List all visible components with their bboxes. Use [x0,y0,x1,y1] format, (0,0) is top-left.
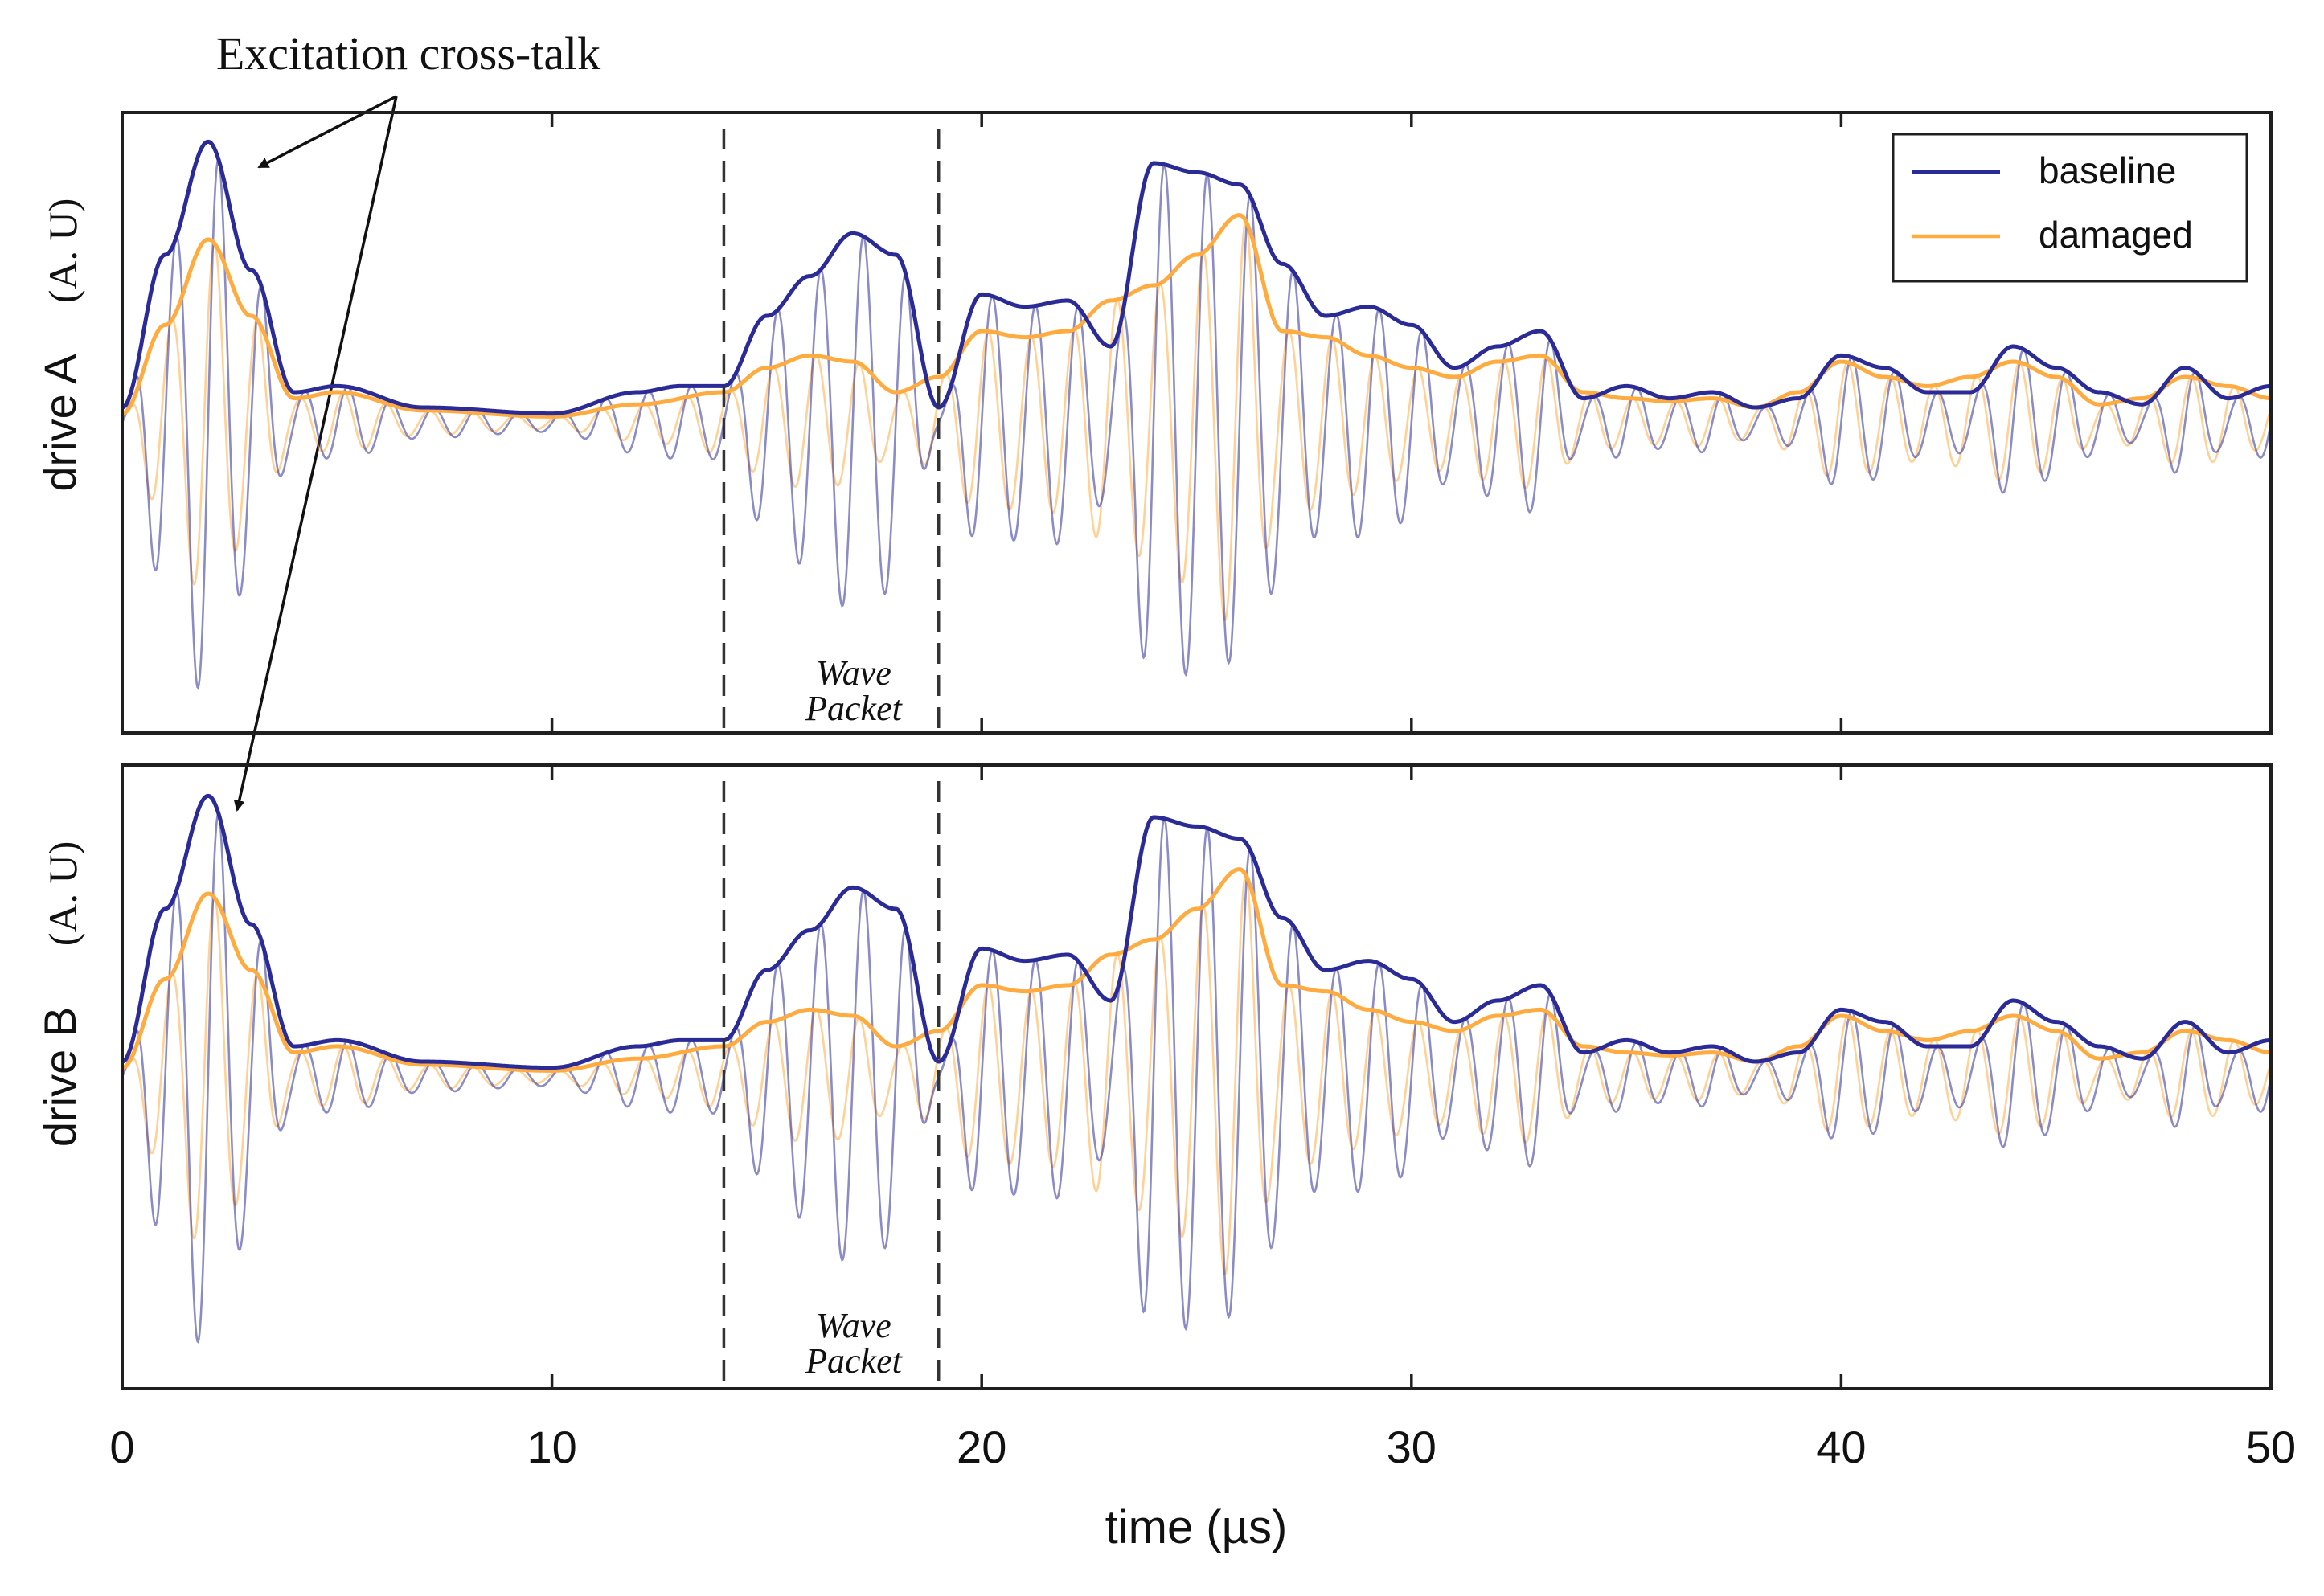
panel-a-frame [121,111,2273,735]
legend-box [1892,133,2248,283]
baseline-envelope-drive-b [121,793,2273,1070]
x-tick-label-50: 50 [2246,1422,2296,1472]
panel-a-ylabel: drive A [35,354,85,492]
x-tick-label-0: 0 [109,1422,134,1472]
wave-packet-label-b: Wave Packet [805,1306,903,1381]
panel-b-window [722,781,941,1384]
legend-baseline-label: baseline [2039,149,2176,191]
legend: baseline damaged [1892,133,2248,283]
x-axis-label: time (µs) [1105,1501,1288,1553]
wave-packet-label-a-line1: Wave [816,653,891,693]
baseline-signal-drive-b [121,812,2273,1344]
wave-packet-label-a-line2: Packet [805,689,903,728]
wave-packet-label-b-line2: Packet [805,1341,903,1381]
x-tick-label-30: 30 [1387,1422,1437,1472]
annotation-arrow-a [257,95,397,169]
panel-b-yunit: (A. U) [40,841,85,947]
annotation-arrow-b [233,96,398,812]
panel-drive-a: drive A (A. U) Wave Packet baseline dama… [35,111,2273,735]
x-tick-label-40: 40 [1816,1422,1866,1472]
damaged-signal-drive-a [121,219,2273,622]
panel-b-ticks [550,765,1843,1389]
legend-damaged-label: damaged [2039,214,2193,256]
damaged-signal-drive-b [121,874,2273,1276]
baseline-envelope-drive-a [121,139,2273,416]
wave-packet-label-a: Wave Packet [805,653,903,728]
wave-packet-label-b-line1: Wave [816,1306,891,1345]
annotation-text: Excitation cross-talk [216,27,600,80]
x-tick-labels: 0 10 20 30 40 50 [109,1422,2296,1472]
panel-b-frame [121,763,2273,1390]
panel-a-yunit: (A. U) [40,198,85,304]
panel-a-window [722,129,941,728]
panel-b-signals [121,793,2273,1344]
panel-a-signals [121,139,2273,690]
x-tick-label-20: 20 [957,1422,1006,1472]
panel-drive-b: drive B (A. U) Wave Packet [35,763,2273,1390]
x-tick-label-10: 10 [527,1422,576,1472]
panel-b-ylabel: drive B [35,1007,85,1147]
panel-a-ticks [550,113,1843,733]
